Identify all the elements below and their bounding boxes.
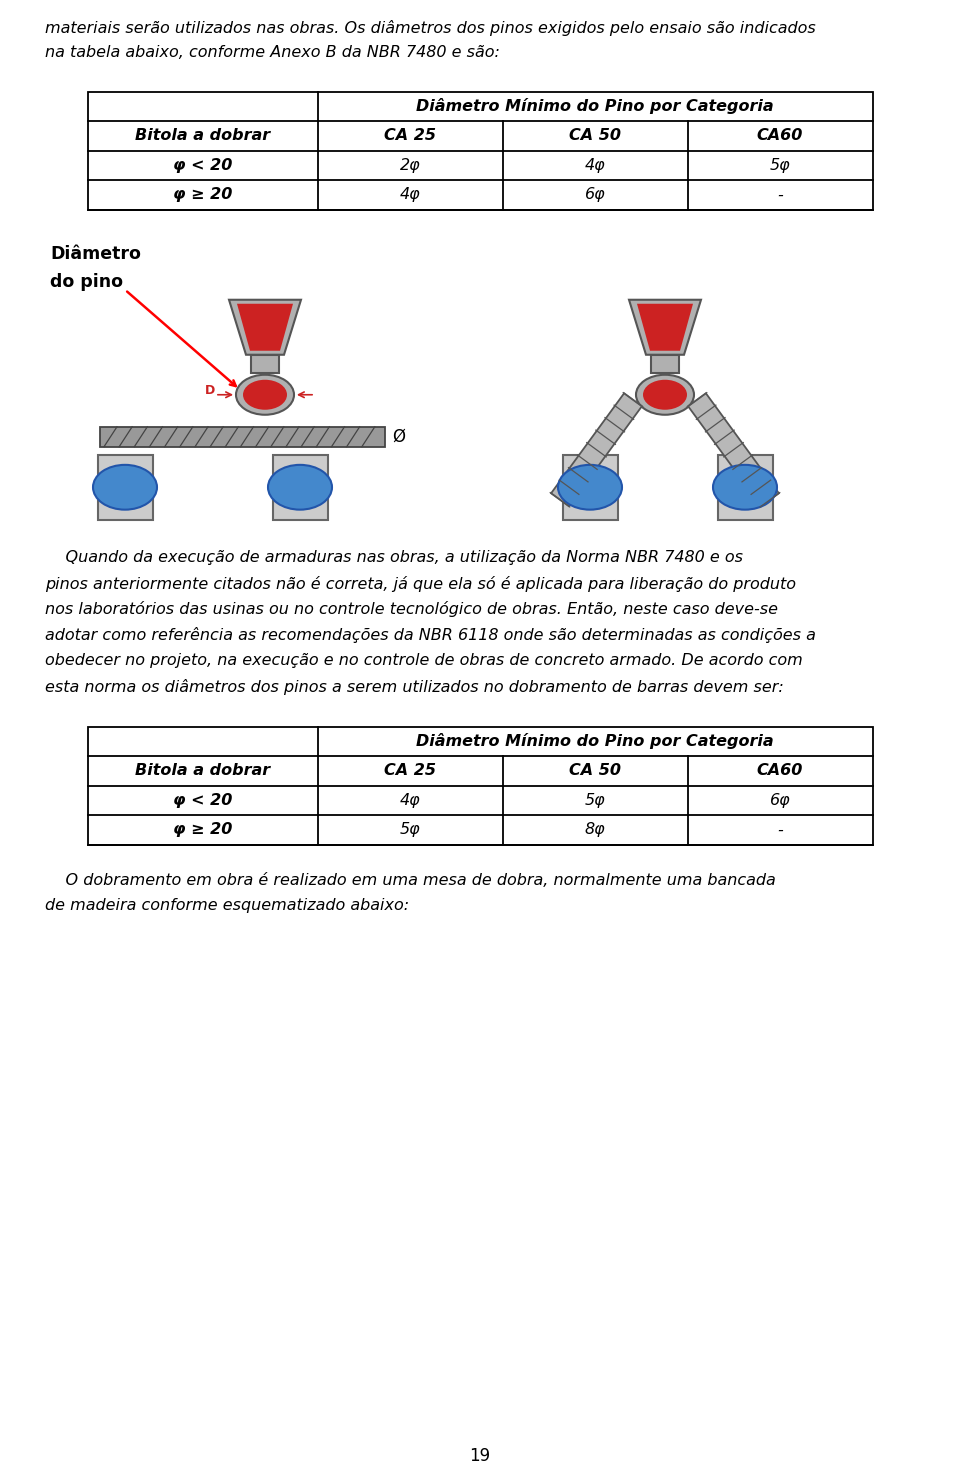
- Text: CA 25: CA 25: [384, 763, 436, 778]
- Bar: [717, 455, 773, 520]
- Text: CA 50: CA 50: [569, 763, 621, 778]
- Text: Diâmetro Mínimo do Pino por Categoria: Diâmetro Mínimo do Pino por Categoria: [417, 734, 774, 750]
- Bar: [98, 455, 153, 520]
- Text: CA60: CA60: [756, 128, 804, 143]
- Text: obedecer no projeto, na execução e no controle de obras de concreto armado. De a: obedecer no projeto, na execução e no co…: [45, 652, 803, 669]
- Text: 8φ: 8φ: [585, 822, 606, 837]
- Bar: [87, 92, 873, 210]
- Text: 5φ: 5φ: [770, 158, 790, 173]
- Polygon shape: [551, 393, 642, 506]
- Text: pinos anteriormente citados não é correta, já que ela só é aplicada para liberaç: pinos anteriormente citados não é corret…: [45, 576, 796, 592]
- Text: φ ≥ 20: φ ≥ 20: [173, 187, 232, 202]
- Text: na tabela abaixo, conforme Anexo B da NBR 7480 e são:: na tabela abaixo, conforme Anexo B da NB…: [45, 46, 500, 61]
- Ellipse shape: [636, 375, 694, 415]
- Text: Bitola a dobrar: Bitola a dobrar: [135, 128, 270, 143]
- Ellipse shape: [236, 375, 294, 415]
- Ellipse shape: [93, 465, 157, 509]
- Text: -: -: [778, 822, 782, 837]
- Bar: [273, 455, 327, 520]
- Bar: [563, 455, 617, 520]
- Ellipse shape: [243, 379, 287, 410]
- Text: φ < 20: φ < 20: [173, 793, 232, 807]
- Text: 4φ: 4φ: [585, 158, 606, 173]
- Text: esta norma os diâmetros dos pinos a serem utilizados no dobramento de barras dev: esta norma os diâmetros dos pinos a sere…: [45, 679, 783, 695]
- Text: φ ≥ 20: φ ≥ 20: [173, 822, 232, 837]
- Ellipse shape: [643, 379, 687, 410]
- Polygon shape: [237, 304, 293, 351]
- Text: O dobramento em obra é realizado em uma mesa de dobra, normalmente uma bancada: O dobramento em obra é realizado em uma …: [45, 872, 776, 887]
- Text: Ø: Ø: [392, 428, 405, 446]
- Text: 6φ: 6φ: [585, 187, 606, 202]
- Text: 2φ: 2φ: [399, 158, 420, 173]
- Polygon shape: [688, 393, 779, 506]
- Bar: [251, 354, 279, 373]
- Text: nos laboratórios das usinas ou no controle tecnológico de obras. Então, neste ca: nos laboratórios das usinas ou no contro…: [45, 601, 778, 617]
- Polygon shape: [229, 300, 301, 354]
- Text: 6φ: 6φ: [770, 793, 790, 807]
- Bar: [100, 427, 385, 447]
- Polygon shape: [637, 304, 693, 351]
- Ellipse shape: [558, 465, 622, 509]
- Text: do pino: do pino: [50, 273, 123, 291]
- Text: φ < 20: φ < 20: [173, 158, 232, 173]
- Text: 4φ: 4φ: [399, 187, 420, 202]
- Text: Diâmetro: Diâmetro: [50, 245, 141, 263]
- Text: D: D: [204, 384, 215, 397]
- Text: 5φ: 5φ: [399, 822, 420, 837]
- Ellipse shape: [268, 465, 332, 509]
- Text: materiais serão utilizados nas obras. Os diâmetros dos pinos exigidos pelo ensai: materiais serão utilizados nas obras. Os…: [45, 21, 816, 35]
- Text: Diâmetro Mínimo do Pino por Categoria: Diâmetro Mínimo do Pino por Categoria: [417, 99, 774, 115]
- Text: adotar como referência as recomendações da NBR 6118 onde são determinadas as con: adotar como referência as recomendações …: [45, 627, 816, 644]
- Ellipse shape: [713, 465, 777, 509]
- Polygon shape: [629, 300, 701, 354]
- Text: 4φ: 4φ: [399, 793, 420, 807]
- Bar: [87, 726, 873, 844]
- Text: CA 25: CA 25: [384, 128, 436, 143]
- Text: CA 50: CA 50: [569, 128, 621, 143]
- Text: Bitola a dobrar: Bitola a dobrar: [135, 763, 270, 778]
- Text: 19: 19: [469, 1446, 491, 1466]
- Text: Quando da execução de armaduras nas obras, a utilização da Norma NBR 7480 e os: Quando da execução de armaduras nas obra…: [45, 549, 743, 565]
- Text: 5φ: 5φ: [585, 793, 606, 807]
- Text: CA60: CA60: [756, 763, 804, 778]
- Text: -: -: [778, 187, 782, 202]
- Text: de madeira conforme esquematizado abaixo:: de madeira conforme esquematizado abaixo…: [45, 899, 409, 914]
- Bar: [651, 354, 679, 373]
